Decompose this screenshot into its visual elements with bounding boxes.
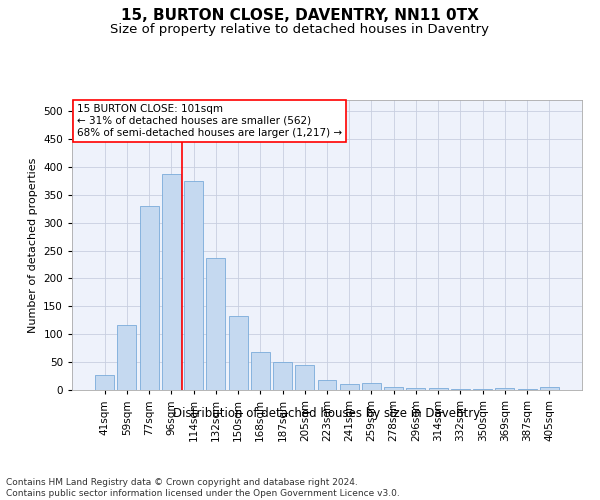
Y-axis label: Number of detached properties: Number of detached properties: [28, 158, 38, 332]
Bar: [429, 388, 448, 390]
Bar: [451, 389, 470, 390]
Bar: [295, 366, 314, 390]
Bar: [95, 375, 114, 390]
Text: Size of property relative to detached houses in Daventry: Size of property relative to detached ho…: [110, 22, 490, 36]
Bar: [140, 206, 158, 390]
Text: 15, BURTON CLOSE, DAVENTRY, NN11 0TX: 15, BURTON CLOSE, DAVENTRY, NN11 0TX: [121, 8, 479, 22]
Bar: [273, 362, 292, 390]
Bar: [406, 388, 425, 390]
Bar: [206, 258, 225, 390]
Bar: [162, 174, 181, 390]
Text: Distribution of detached houses by size in Daventry: Distribution of detached houses by size …: [173, 408, 481, 420]
Bar: [340, 384, 359, 390]
Bar: [473, 389, 492, 390]
Bar: [118, 325, 136, 390]
Bar: [362, 384, 381, 390]
Bar: [496, 388, 514, 390]
Bar: [251, 352, 270, 390]
Bar: [184, 181, 203, 390]
Bar: [317, 380, 337, 390]
Bar: [384, 387, 403, 390]
Bar: [229, 316, 248, 390]
Bar: [540, 386, 559, 390]
Text: Contains HM Land Registry data © Crown copyright and database right 2024.
Contai: Contains HM Land Registry data © Crown c…: [6, 478, 400, 498]
Text: 15 BURTON CLOSE: 101sqm
← 31% of detached houses are smaller (562)
68% of semi-d: 15 BURTON CLOSE: 101sqm ← 31% of detache…: [77, 104, 342, 138]
